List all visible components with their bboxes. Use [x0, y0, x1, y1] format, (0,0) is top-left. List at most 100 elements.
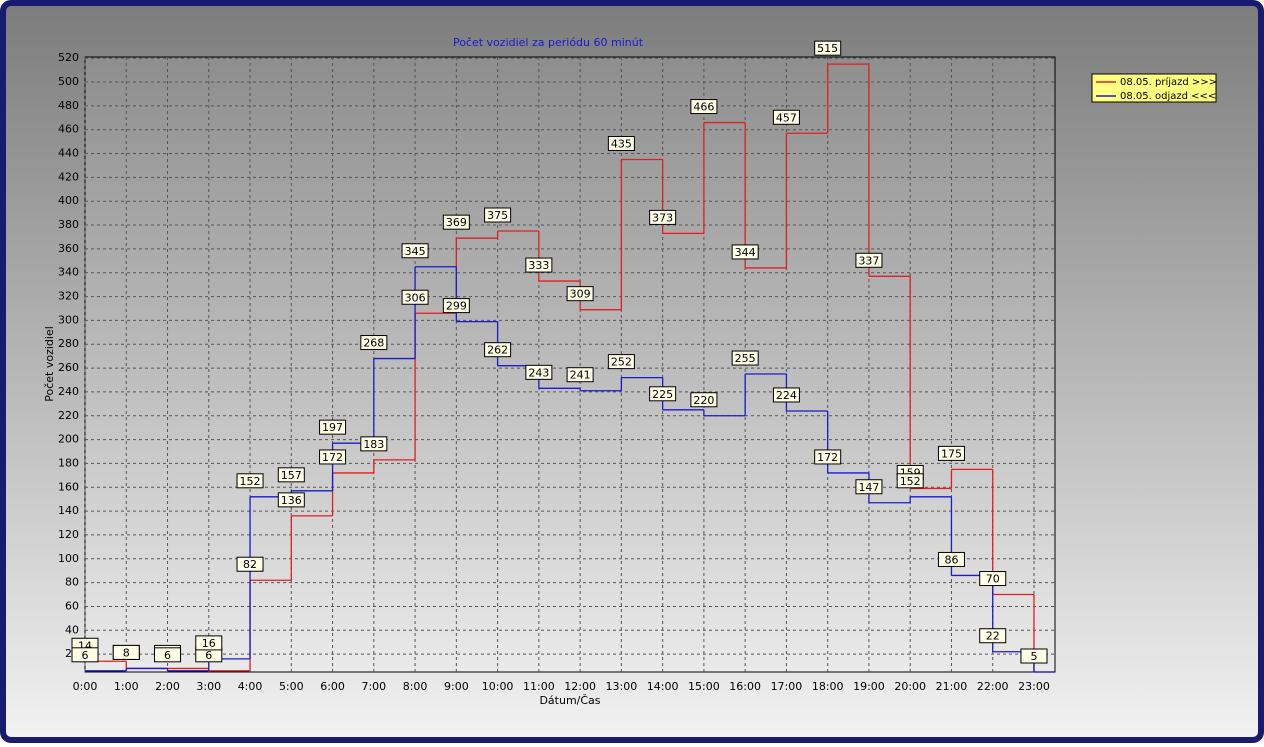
legend-label: 08.05. odjazd <<<: [1120, 91, 1216, 102]
y-tick-label: 80: [65, 576, 79, 589]
value-label: 243: [528, 366, 549, 379]
x-tick-label: 17:00: [771, 680, 803, 693]
value-label-box: [607, 136, 635, 151]
value-label-box: [937, 551, 965, 567]
value-label: 252: [611, 356, 632, 369]
value-label-box: [690, 99, 718, 115]
y-tick-label: 500: [58, 75, 79, 88]
y-tick-label: 300: [58, 313, 79, 326]
value-label-box: [649, 386, 677, 402]
value-label: 86: [944, 553, 958, 566]
legend-label: 08.05. príjazd >>>: [1120, 76, 1217, 88]
value-label: 255: [735, 352, 756, 365]
y-tick-label: 180: [58, 456, 79, 469]
value-label-box: [71, 647, 99, 663]
plot-area: [84, 56, 1056, 673]
x-tick-label: 12:00: [564, 680, 596, 693]
x-tick-label: 0:00: [73, 680, 98, 693]
legend: [1091, 73, 1217, 103]
value-label: 337: [858, 254, 879, 267]
value-label-box: [319, 449, 347, 465]
x-tick-label: 9:00: [444, 680, 469, 693]
value-label-box: [731, 244, 759, 260]
y-tick-label: 240: [58, 385, 79, 398]
y-tick-label: 440: [58, 147, 79, 160]
value-label: 157: [281, 469, 302, 482]
y-tick-label: 280: [58, 337, 79, 350]
y-tick-label: 420: [58, 170, 79, 183]
value-label: 172: [322, 451, 343, 464]
value-label-box: [979, 628, 1007, 644]
value-label: 435: [611, 138, 632, 151]
value-label-box: [566, 367, 594, 383]
value-label-box: [979, 571, 1007, 587]
x-tick-label: 3:00: [196, 680, 221, 693]
value-label-box: [484, 342, 512, 358]
value-label: 268: [363, 337, 384, 350]
y-tick-label: 60: [65, 599, 79, 612]
y-tick-label: 160: [58, 480, 79, 493]
x-tick-label: 18:00: [812, 680, 844, 693]
value-label-box: [360, 436, 388, 452]
x-tick-label: 8:00: [403, 680, 428, 693]
value-label: 375: [487, 209, 508, 222]
value-label: 220: [693, 394, 714, 407]
value-label: 306: [405, 291, 426, 304]
x-tick-label: 10:00: [482, 680, 514, 693]
value-label: 22: [986, 630, 1000, 643]
value-label-box: [772, 387, 800, 403]
value-label: 197: [322, 421, 343, 434]
value-label-box: [360, 335, 388, 351]
value-label: 8: [123, 646, 130, 659]
value-label: 345: [405, 245, 426, 258]
value-label-box: [607, 354, 635, 370]
x-tick-label: 15:00: [688, 680, 720, 693]
value-label-box: [772, 109, 800, 125]
y-tick-label: 320: [58, 290, 79, 303]
x-tick-label: 4:00: [238, 680, 263, 693]
value-label: 369: [446, 216, 467, 229]
value-label: 82: [243, 558, 257, 571]
value-label-box: [566, 286, 594, 302]
value-label: 136: [281, 494, 302, 507]
value-label-box: [401, 243, 429, 259]
value-label: 241: [570, 369, 591, 382]
value-label: 515: [817, 42, 838, 55]
value-label: 299: [446, 300, 467, 313]
value-label-box: [277, 492, 305, 508]
y-tick-label: 120: [58, 528, 79, 541]
y-tick-label: 40: [65, 623, 79, 636]
value-label-box: [236, 556, 264, 572]
value-label-box: [484, 207, 512, 223]
value-label-box: [1020, 648, 1048, 664]
value-label: 262: [487, 344, 508, 357]
x-tick-label: 7:00: [361, 680, 386, 693]
value-label-box: [731, 350, 759, 366]
value-label: 175: [941, 447, 962, 460]
x-tick-label: 20:00: [894, 680, 926, 693]
y-tick-label: 260: [58, 361, 79, 374]
value-label-box: [896, 473, 924, 489]
value-label: 344: [735, 246, 756, 259]
value-label: 309: [570, 288, 591, 301]
y-tick-label: 460: [58, 123, 79, 136]
value-label: 16: [202, 637, 216, 650]
value-label-box: [814, 449, 842, 465]
value-label: 224: [776, 389, 797, 402]
y-tick-label: 520: [58, 51, 79, 64]
value-label-box: [525, 364, 553, 380]
value-label: 70: [986, 573, 1000, 586]
x-tick-label: 19:00: [853, 680, 885, 693]
y-tick-label: 360: [58, 242, 79, 255]
value-label-box: [649, 209, 677, 225]
value-label-box: [814, 40, 842, 56]
value-label: 466: [693, 101, 714, 114]
x-tick-label: 16:00: [729, 680, 761, 693]
x-axis-label: Dátum/Čas: [539, 694, 600, 707]
y-tick-label: 220: [58, 409, 79, 422]
value-label-box: [195, 635, 223, 651]
x-tick-label: 13:00: [606, 680, 638, 693]
y-tick-label: 380: [58, 218, 79, 231]
x-tick-label: 22:00: [977, 680, 1009, 693]
y-tick-label: 480: [58, 99, 79, 112]
